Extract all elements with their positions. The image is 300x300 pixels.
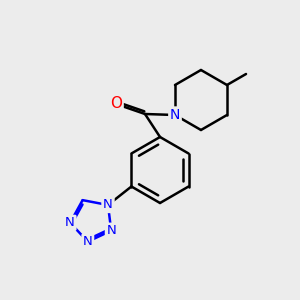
Text: N: N (170, 108, 180, 122)
Text: N: N (103, 199, 113, 212)
Text: N: N (65, 216, 75, 229)
Text: N: N (103, 199, 113, 212)
Text: O: O (110, 97, 122, 112)
Text: N: N (83, 235, 93, 248)
Text: N: N (106, 224, 116, 237)
